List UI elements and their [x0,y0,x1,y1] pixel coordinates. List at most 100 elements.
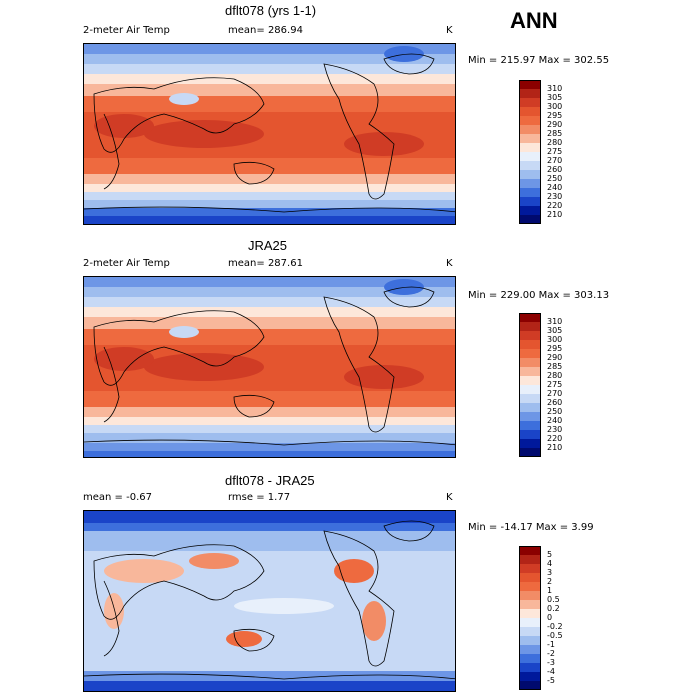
panel-3-colorbar-label: 0.2 [547,604,560,613]
panel-2-mean-value: 287.61 [267,258,303,269]
panel-3-map-svg [84,511,455,691]
panel-2-colorbar-label: 285 [547,362,563,371]
panel-3-colorbar-swatch [519,546,541,555]
panel-1-minmax: Min = 215.97 Max = 302.55 [468,55,610,66]
panel-2-colorbar-label: 220 [547,434,563,443]
panel-3-colorbar-swatch [519,609,541,618]
panel-2-colorbar-swatch [519,376,541,385]
panel-2-mean-label: mean= 287.61 [228,258,303,269]
panel-1-colorbar-swatch [519,107,541,116]
panel-1-colorbar-swatch [519,125,541,134]
panel-2-colorbar-swatch [519,403,541,412]
panel-2-colorbar-swatch [519,421,541,430]
panel-3-colorbar-label: 1 [547,586,553,595]
panel-1-colorbar-label: 230 [547,192,563,201]
panel-1-mean-text: mean= [228,25,265,36]
panel-1-colorbar-label: 310 [547,84,563,93]
panel-1-colorbar-swatch [519,98,541,107]
panel-1-colorbar-label: 240 [547,183,563,192]
panel-2-colorbar-swatch [519,412,541,421]
panel-3-colorbar-label: 0 [547,613,553,622]
panel-2-map-svg [84,277,455,457]
panel-1-variable-label: 2-meter Air Temp [83,25,170,36]
panel-2-title: JRA25 [248,238,288,253]
panel-1-unit: K [446,25,453,36]
panel-2-map [83,276,456,458]
panel-2-colorbar-swatch [519,394,541,403]
panel-2-colorbar-swatch [519,349,541,358]
panel-1-title: dflt078 (yrs 1-1) [225,3,317,18]
panel-1-colorbar-label: 300 [547,102,563,111]
panel-3-colorbar-label: -4 [547,667,555,676]
panel-3-colorbar-label: 2 [547,577,553,586]
panel-2-unit: K [446,258,453,269]
panel-1-colorbar [519,80,541,224]
panel-3-colorbar-swatch [519,591,541,600]
panel-3-colorbar-label: -0.5 [547,631,563,640]
panel-3-colorbar [519,546,541,690]
panel-2-colorbar-label: 270 [547,389,563,398]
panel-1-colorbar-swatch [519,116,541,125]
panel-3-colorbar-label: -0.2 [547,622,563,631]
panel-3-colorbar-label: 4 [547,559,553,568]
panel-1-mean-label: mean= 286.94 [228,25,303,36]
panel-3-colorbar-swatch [519,600,541,609]
panel-2-colorbar-swatch [519,340,541,349]
panel-3-colorbar-label: 0.5 [547,595,560,604]
panel-3-colorbar-swatch [519,564,541,573]
panel-2-colorbar-label: 250 [547,407,563,416]
panel-3-rmse-value: 1.77 [267,492,291,503]
panel-2-colorbar-label: 295 [547,344,563,353]
panel-2-colorbar-swatch [519,367,541,376]
panel-1-colorbar-label: 305 [547,93,563,102]
panel-3-mean-text: mean = [83,492,123,503]
panel-2-colorbar-label: 260 [547,398,563,407]
panel-3-colorbar-swatch [519,627,541,636]
panel-2-minmax: Min = 229.00 Max = 303.13 [468,290,610,301]
panel-1-colorbar-label: 260 [547,165,563,174]
panel-2-colorbar-swatch [519,439,541,448]
panel-1-colorbar-swatch [519,161,541,170]
panel-3-colorbar-swatch [519,672,541,681]
panel-2-colorbar-swatch [519,313,541,322]
panel-3-colorbar-label: -1 [547,640,555,649]
panel-1-colorbar-label: 210 [547,210,563,219]
panel-2-colorbar-swatch [519,430,541,439]
panel-1-colorbar-swatch [519,89,541,98]
panel-2-colorbar-swatch [519,358,541,367]
panel-1-colorbar-swatch [519,188,541,197]
panel-2-colorbar-label: 210 [547,443,563,452]
panel-1-colorbar-label: 285 [547,129,563,138]
panel-1-colorbar-swatch [519,179,541,188]
panel-3-title: dflt078 - JRA25 [225,473,315,488]
panel-2-colorbar-label: 290 [547,353,563,362]
panel-1-colorbar-swatch [519,134,541,143]
panel-1-colorbar-swatch [519,170,541,179]
panel-2-colorbar-label: 275 [547,380,563,389]
panel-3-colorbar-swatch [519,573,541,582]
panel-3-colorbar-swatch [519,654,541,663]
panel-1-colorbar-swatch [519,80,541,89]
panel-3-mean-label: mean = -0.67 [83,492,152,503]
panel-2-colorbar-label: 305 [547,326,563,335]
panel-2-colorbar-swatch [519,385,541,394]
panel-3-colorbar-swatch [519,582,541,591]
panel-1-colorbar-swatch [519,215,541,224]
panel-3-minmax: Min = -14.17 Max = 3.99 [468,522,594,533]
panel-3-colorbar-label: 5 [547,550,553,559]
panel-3-colorbar-swatch [519,618,541,627]
panel-2-colorbar-label: 300 [547,335,563,344]
panel-1-colorbar-swatch [519,197,541,206]
panel-2-colorbar-label: 280 [547,371,563,380]
panel-3-colorbar-swatch [519,636,541,645]
panel-1-colorbar-label: 275 [547,147,563,156]
panel-1-mean-value: 286.94 [267,25,303,36]
panel-1-colorbar-label: 290 [547,120,563,129]
panel-3-unit: K [446,492,453,503]
panel-2-colorbar-label: 230 [547,425,563,434]
panel-3-colorbar-label: 3 [547,568,553,577]
panel-3-colorbar-label: -2 [547,649,555,658]
panel-3-rmse-text: rmse = [228,492,265,503]
panel-1-colorbar-label: 270 [547,156,563,165]
panel-2-colorbar-label: 240 [547,416,563,425]
